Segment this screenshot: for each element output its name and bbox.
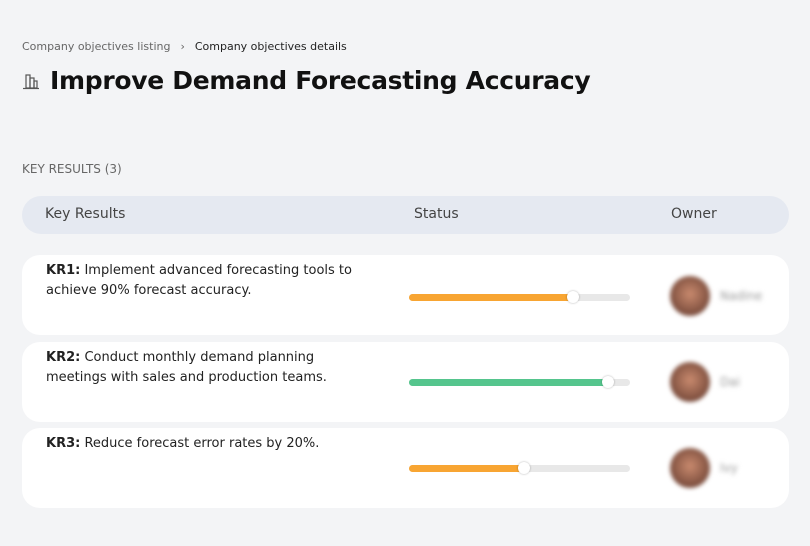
key-result-description: Reduce forecast error rates by 20%.	[84, 436, 320, 451]
progress-fill	[409, 465, 524, 472]
owner-name: Dai	[720, 375, 740, 389]
progress-bar[interactable]	[409, 291, 630, 303]
progress-bar[interactable]	[409, 462, 630, 474]
avatar	[670, 448, 710, 488]
column-owner: Owner	[671, 206, 717, 222]
column-status: Status	[414, 206, 459, 222]
progress-handle[interactable]	[566, 291, 579, 303]
progress-handle[interactable]	[601, 376, 614, 388]
table-row[interactable]: KR3: Reduce forecast error rates by 20%.…	[22, 428, 789, 508]
key-result-text: KR3: Reduce forecast error rates by 20%.	[46, 434, 376, 454]
page-header: Improve Demand Forecasting Accuracy	[22, 66, 591, 95]
key-result-text: KR1: Implement advanced forecasting tool…	[46, 261, 376, 301]
progress-handle[interactable]	[517, 462, 530, 474]
progress-bar[interactable]	[409, 376, 630, 388]
key-result-code: KR2:	[46, 350, 81, 365]
table-row[interactable]: KR2: Conduct monthly demand planning mee…	[22, 342, 789, 422]
breadcrumb-separator: ›	[180, 40, 185, 53]
progress-fill	[409, 379, 608, 386]
key-result-code: KR3:	[46, 436, 81, 451]
owner-name: Ivy	[720, 461, 738, 475]
key-result-description: Conduct monthly demand planning meetings…	[46, 350, 327, 385]
key-result-code: KR1:	[46, 263, 81, 278]
owner-name: Nadine	[720, 289, 763, 303]
page-title: Improve Demand Forecasting Accuracy	[50, 66, 591, 95]
breadcrumb-current: Company objectives details	[194, 40, 347, 53]
table-header: Key Results Status Owner	[22, 196, 789, 234]
key-result-description: Implement advanced forecasting tools to …	[46, 263, 352, 298]
table-row[interactable]: KR1: Implement advanced forecasting tool…	[22, 255, 789, 335]
avatar	[670, 276, 710, 316]
breadcrumb-link-listing[interactable]: Company objectives listing	[22, 40, 171, 53]
buildings-icon	[23, 73, 39, 89]
avatar	[670, 362, 710, 402]
breadcrumb: Company objectives listing › Company obj…	[22, 40, 347, 53]
column-key-results: Key Results	[45, 206, 126, 222]
section-label: KEY RESULTS (3)	[22, 162, 122, 176]
key-result-text: KR2: Conduct monthly demand planning mee…	[46, 348, 376, 388]
progress-fill	[409, 294, 573, 301]
